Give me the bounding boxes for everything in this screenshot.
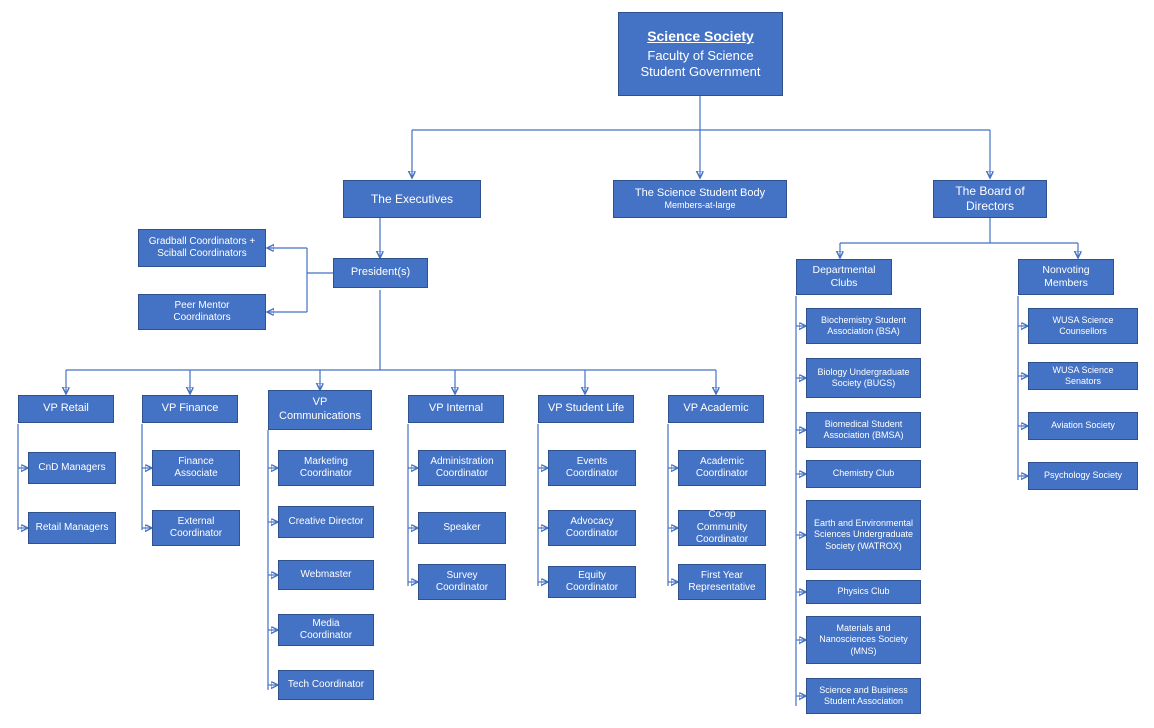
root-node: Science Society Faculty of Science Stude… bbox=[618, 12, 783, 96]
root-subtitle: Faculty of Science Student Government bbox=[625, 48, 776, 81]
vp-academic-node: VP Academic bbox=[668, 395, 764, 423]
dept-club-3: Chemistry Club bbox=[806, 460, 921, 488]
vp-academic-child-2: First Year Representative bbox=[678, 564, 766, 600]
vp-retail-node: VP Retail bbox=[18, 395, 114, 423]
vp-retail-label: VP Retail bbox=[43, 402, 89, 416]
vp-finance-node: VP Finance bbox=[142, 395, 238, 423]
vp-finance-label: VP Finance bbox=[162, 402, 219, 416]
vp-comms-child-0: Marketing Coordinator bbox=[278, 450, 374, 486]
vp-comms-child-3: Media Coordinator bbox=[278, 614, 374, 646]
board-node: The Board of Directors bbox=[933, 180, 1047, 218]
executives-node: The Executives bbox=[343, 180, 481, 218]
vp-studentlife-child-1: Advocacy Coordinator bbox=[548, 510, 636, 546]
gradball-label: Gradball Coordinators + Sciball Coordina… bbox=[145, 236, 259, 261]
dept-club-6: Materials and Nanosciences Society (MNS) bbox=[806, 616, 921, 664]
dept-club-7: Science and Business Student Association bbox=[806, 678, 921, 714]
board-label: The Board of Directors bbox=[940, 184, 1040, 214]
vp-comms-node: VP Communications bbox=[268, 390, 372, 430]
dept-club-1: Biology Undergraduate Society (BUGS) bbox=[806, 358, 921, 398]
peer-mentor-label: Peer Mentor Coordinators bbox=[145, 300, 259, 325]
nonvoting-label: Nonvoting Members bbox=[1025, 264, 1107, 290]
dept-club-0: Biochemistry Student Association (BSA) bbox=[806, 308, 921, 344]
vp-studentlife-node: VP Student Life bbox=[538, 395, 634, 423]
dept-club-4: Earth and Environmental Sciences Undergr… bbox=[806, 500, 921, 570]
student-body-label: The Science Student Body bbox=[635, 187, 765, 201]
president-label: President(s) bbox=[351, 266, 410, 280]
president-node: President(s) bbox=[333, 258, 428, 288]
vp-internal-label: VP Internal bbox=[429, 402, 483, 416]
vp-finance-child-0: Finance Associate bbox=[152, 450, 240, 486]
vp-internal-child-1: Speaker bbox=[418, 512, 506, 544]
dept-clubs-node: Departmental Clubs bbox=[796, 259, 892, 295]
gradball-node: Gradball Coordinators + Sciball Coordina… bbox=[138, 229, 266, 267]
dept-clubs-label: Departmental Clubs bbox=[803, 264, 885, 290]
vp-academic-label: VP Academic bbox=[683, 402, 748, 416]
vp-internal-node: VP Internal bbox=[408, 395, 504, 423]
vp-retail-child-0: CnD Managers bbox=[28, 452, 116, 484]
vp-internal-child-0: Administration Coordinator bbox=[418, 450, 506, 486]
executives-label: The Executives bbox=[371, 192, 453, 207]
dept-club-2: Biomedical Student Association (BMSA) bbox=[806, 412, 921, 448]
vp-academic-child-1: Co-op Community Coordinator bbox=[678, 510, 766, 546]
dept-club-5: Physics Club bbox=[806, 580, 921, 604]
peer-mentor-node: Peer Mentor Coordinators bbox=[138, 294, 266, 330]
student-body-sub: Members-at-large bbox=[664, 200, 735, 211]
nonvoting-2: Aviation Society bbox=[1028, 412, 1138, 440]
connector-svg bbox=[0, 0, 1154, 728]
student-body-node: The Science Student Body Members-at-larg… bbox=[613, 180, 787, 218]
nonvoting-0: WUSA Science Counsellors bbox=[1028, 308, 1138, 344]
vp-internal-child-2: Survey Coordinator bbox=[418, 564, 506, 600]
vp-comms-label: VP Communications bbox=[275, 396, 365, 424]
vp-comms-child-1: Creative Director bbox=[278, 506, 374, 538]
vp-retail-child-1: Retail Managers bbox=[28, 512, 116, 544]
nonvoting-node: Nonvoting Members bbox=[1018, 259, 1114, 295]
root-title: Science Society bbox=[647, 28, 754, 46]
vp-academic-child-0: Academic Coordinator bbox=[678, 450, 766, 486]
nonvoting-3: Psychology Society bbox=[1028, 462, 1138, 490]
nonvoting-1: WUSA Science Senators bbox=[1028, 362, 1138, 390]
vp-studentlife-child-2: Equity Coordinator bbox=[548, 566, 636, 598]
vp-finance-child-1: External Coordinator bbox=[152, 510, 240, 546]
vp-comms-child-4: Tech Coordinator bbox=[278, 670, 374, 700]
vp-comms-child-2: Webmaster bbox=[278, 560, 374, 590]
vp-studentlife-label: VP Student Life bbox=[548, 402, 624, 416]
vp-studentlife-child-0: Events Coordinator bbox=[548, 450, 636, 486]
